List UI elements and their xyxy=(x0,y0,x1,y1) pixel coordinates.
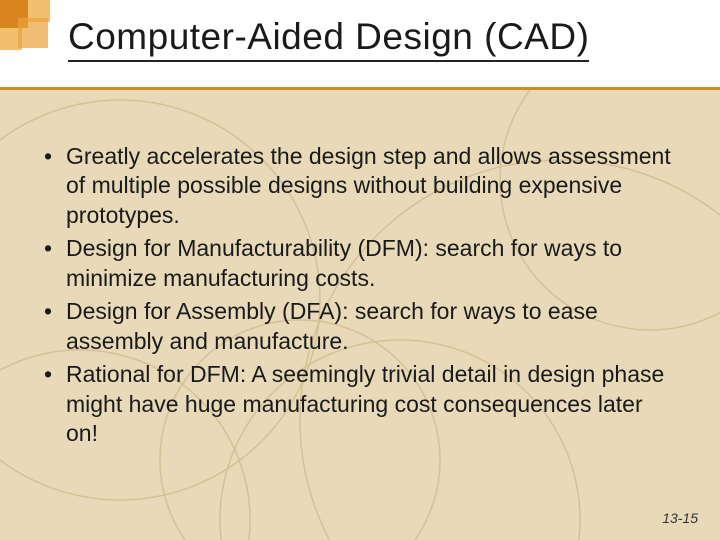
page-number: 13-15 xyxy=(662,510,698,526)
slide-content: Greatly accelerates the design step and … xyxy=(0,90,720,448)
slide-title: Computer-Aided Design (CAD) xyxy=(68,16,589,62)
bullet-item: Design for Assembly (DFA): search for wa… xyxy=(42,297,674,356)
bullet-item: Greatly accelerates the design step and … xyxy=(42,142,674,230)
bullet-item: Design for Manufacturability (DFM): sear… xyxy=(42,234,674,293)
bullet-item: Rational for DFM: A seemingly trivial de… xyxy=(42,360,674,448)
corner-decoration xyxy=(0,0,70,70)
bullet-list: Greatly accelerates the design step and … xyxy=(42,142,674,448)
slide-header: Computer-Aided Design (CAD) xyxy=(0,0,720,90)
